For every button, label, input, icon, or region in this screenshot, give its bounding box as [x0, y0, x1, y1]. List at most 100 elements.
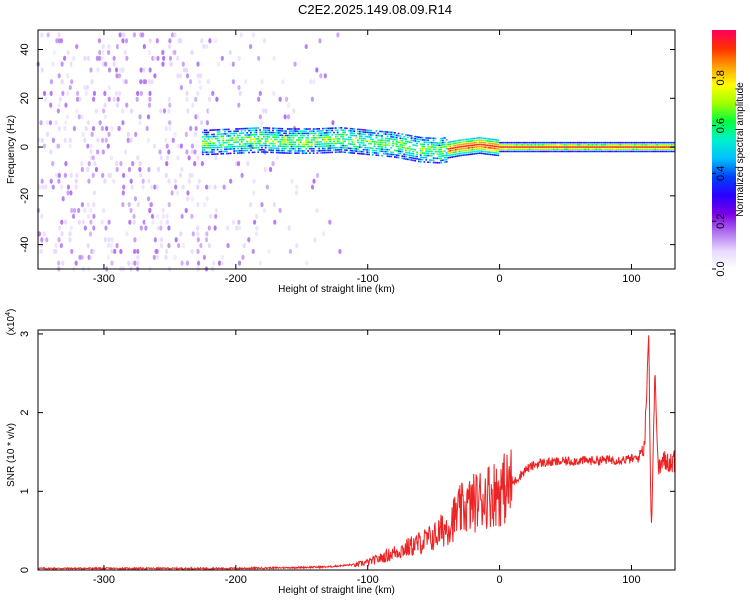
- spectrogram-cell: [68, 237, 72, 243]
- spectrogram-ridge-cell: [497, 145, 500, 148]
- spectrogram-ridge-cell: [615, 146, 618, 148]
- spectrogram-ridge-cell: [499, 146, 502, 148]
- spectrogram-cell: [237, 102, 241, 108]
- spectrogram-ridge-cell: [669, 148, 671, 151]
- spectrogram-ridge-cell: [510, 148, 513, 151]
- spectrogram-ridge-cell: [652, 141, 655, 144]
- spectrogram-ridge-cell: [377, 132, 380, 135]
- spectrogram-ridge-cell: [405, 153, 407, 156]
- spectrogram-ridge-cell: [646, 144, 649, 146]
- spectrogram-ridge-cell: [408, 145, 411, 148]
- spectrogram-ridge-cell: [259, 149, 261, 151]
- spectrogram-ridge-cell: [425, 148, 428, 150]
- spectrogram-ridge-cell: [349, 149, 352, 152]
- spectrogram-ridge-cell: [285, 132, 287, 135]
- spectrogram-ridge-cell: [630, 148, 633, 151]
- spectrogram-ridge-cell: [357, 128, 359, 131]
- spectrogram-ridge-cell: [325, 132, 328, 134]
- spectrogram-cell: [251, 32, 255, 38]
- spectrogram-cell: [190, 49, 194, 56]
- spectrogram-cell: [72, 172, 76, 178]
- spectrogram-ridge-cell: [434, 148, 437, 151]
- spectrogram-ridge-cell: [279, 127, 282, 130]
- spectrogram-ridge-cell: [272, 129, 274, 132]
- spectrogram-ridge-cell: [613, 146, 616, 148]
- spectrogram-cell: [190, 196, 194, 202]
- spectrogram-cell: [164, 172, 168, 178]
- spectrogram-ridge-cell: [586, 146, 588, 148]
- spectrogram-ridge-cell: [482, 146, 485, 148]
- spectrogram-ridge-cell: [597, 148, 599, 151]
- spectrogram-ridge-cell: [384, 148, 387, 151]
- spectrogram-ridge-cell: [416, 138, 418, 140]
- spectrogram-ridge-cell: [235, 128, 237, 130]
- spectrogram-ridge-cell: [305, 141, 308, 143]
- spectrogram-cell: [148, 90, 152, 97]
- spectrogram-ridge-cell: [310, 139, 313, 141]
- spectrogram-ridge-cell: [491, 142, 494, 145]
- spectrogram-cell: [180, 166, 184, 173]
- snr-y-tick-label: 0: [19, 567, 31, 573]
- spectrogram-ridge-cell: [425, 139, 428, 141]
- spectrogram-cell: [57, 178, 61, 184]
- spectrogram-cell: [309, 79, 313, 85]
- spectrogram-ridge-cell: [574, 144, 577, 146]
- spectrogram-ridge-cell: [294, 143, 297, 146]
- spectrogram-ridge-cell: [334, 127, 337, 129]
- spectrogram-ridge-cell: [272, 149, 274, 152]
- spectrogram-ridge-cell: [528, 141, 531, 144]
- spectrogram-ridge-cell: [201, 153, 204, 156]
- spectrogram-ridge-cell: [473, 137, 476, 140]
- spectrogram-ridge-cell: [277, 140, 280, 143]
- spectrogram-ridge-cell: [318, 147, 321, 150]
- spectrogram-ridge-cell: [368, 136, 370, 138]
- spectrogram-cell: [63, 172, 67, 178]
- spectrogram-ridge-cell: [497, 143, 500, 146]
- spectrogram-ridge-cell: [512, 141, 514, 144]
- spectrogram-ridge-cell: [637, 146, 640, 148]
- spectrogram-cell: [107, 219, 111, 225]
- spectrogram-ridge-cell: [417, 136, 420, 139]
- spectrogram-ridge-cell: [469, 149, 472, 151]
- spectrogram-ridge-cell: [541, 146, 544, 148]
- spectrogram-ridge-cell: [353, 132, 356, 135]
- spectrogram-ridge-cell: [201, 142, 204, 145]
- spectrogram-ridge-cell: [517, 146, 520, 148]
- spectrogram-ridge-cell: [327, 127, 330, 130]
- spectrogram-cell: [86, 120, 90, 126]
- spectrogram-ridge-cell: [358, 133, 361, 135]
- spectrogram-ridge-cell: [406, 140, 409, 143]
- spectrogram-ridge-cell: [251, 127, 254, 130]
- spectrogram-ridge-cell: [425, 159, 428, 161]
- spectrogram-ridge-cell: [658, 148, 660, 151]
- spectrogram-ridge-cell: [648, 146, 651, 148]
- spectrogram-ridge-cell: [412, 150, 415, 153]
- spectrogram-ridge-cell: [368, 129, 370, 132]
- spectrogram-cell: [153, 184, 157, 190]
- spectrogram-ridge-cell: [608, 148, 610, 151]
- spectrogram-ridge-cell: [388, 148, 391, 151]
- spectrogram-ridge-cell: [333, 131, 335, 134]
- spectrogram-ridge-cell: [264, 135, 267, 138]
- spectrogram-ridge-cell: [652, 150, 655, 153]
- spectrogram-cell: [103, 237, 107, 243]
- spectrogram-cell: [194, 96, 198, 102]
- spectrogram-cell: [114, 67, 119, 73]
- spectrogram-ridge-cell: [582, 148, 585, 151]
- spectrogram-ridge-cell: [379, 134, 382, 137]
- spectrogram-ridge-cell: [493, 147, 496, 150]
- spectrogram-ridge-cell: [421, 143, 424, 146]
- spectrogram-cell: [200, 161, 204, 167]
- spectrogram-ridge-cell: [547, 146, 550, 148]
- spectrogram-cell: [151, 219, 155, 225]
- spectrogram-cell: [159, 190, 163, 196]
- spectrogram-cell: [260, 120, 264, 126]
- spectrogram-ridge-cell: [262, 144, 265, 147]
- spectrogram-ridge-cell: [244, 147, 247, 150]
- spectrogram-ridge-cell: [565, 141, 568, 144]
- spectrogram-ridge-cell: [251, 144, 254, 147]
- spectrogram-ridge-cell: [497, 150, 500, 152]
- spectrogram-ridge-cell: [397, 148, 400, 150]
- spectrogram-ridge-cell: [517, 144, 520, 146]
- spectrogram-ridge-cell: [405, 149, 407, 152]
